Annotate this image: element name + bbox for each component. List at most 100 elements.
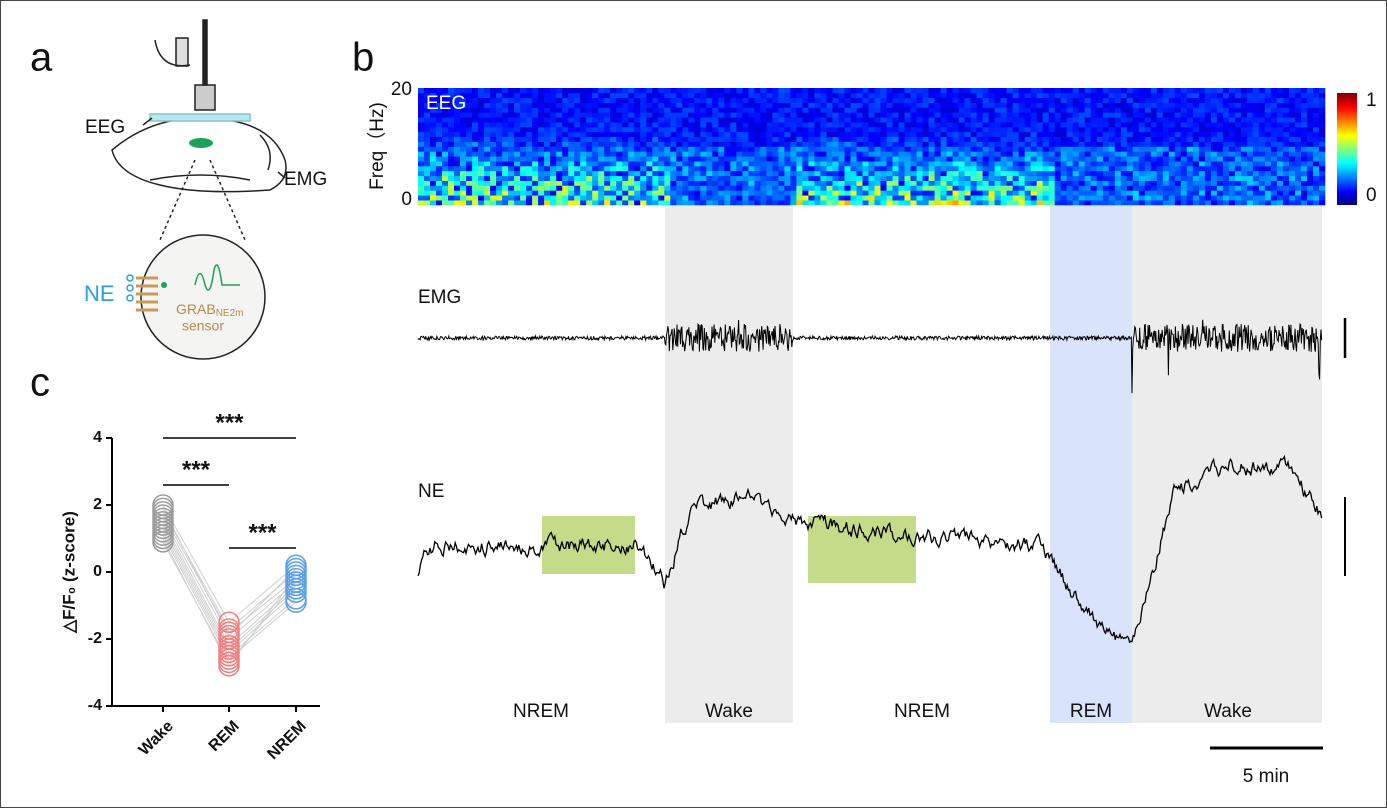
spectrogram-cell [556, 122, 562, 127]
spectrogram-cell [1181, 195, 1187, 200]
spectrogram-cell [526, 186, 532, 191]
spectrogram-cell [1193, 137, 1199, 142]
spectrogram-cell [604, 171, 610, 176]
spectrogram-cell [616, 122, 622, 127]
spectrogram-cell [881, 151, 887, 156]
spectrogram-cell [460, 127, 466, 132]
spectrogram-cell [875, 195, 881, 200]
spectrogram-cell [911, 137, 917, 142]
spectrogram-cell [724, 176, 730, 181]
spectrogram-cell [778, 147, 784, 152]
spectrogram-cell [748, 137, 754, 142]
spectrogram-cell [977, 200, 983, 205]
spectrogram-cell [1259, 186, 1265, 191]
spectrogram-cell [448, 137, 454, 142]
spectrogram-cell [496, 161, 502, 166]
spectrogram-cell [676, 117, 682, 122]
spectrogram-cell [923, 132, 929, 137]
spectrogram-cell [616, 147, 622, 152]
spectrogram-cell [466, 122, 472, 127]
spectrogram-cell [1295, 117, 1301, 122]
spectrogram-cell [1091, 166, 1097, 171]
spectrogram-cell [863, 156, 869, 161]
spectrogram-cell [1247, 103, 1253, 108]
spectrogram-cell [935, 132, 941, 137]
spectrogram-cell [881, 147, 887, 152]
spectrogram-cell [893, 93, 899, 98]
spectrogram-cell [532, 98, 538, 103]
spectrogram-cell [1061, 117, 1067, 122]
spectrogram-cell [977, 112, 983, 117]
spectrogram-cell [839, 127, 845, 132]
spectrogram-cell [778, 98, 784, 103]
spectrogram-cell [1187, 137, 1193, 142]
spectrogram-cell [664, 147, 670, 152]
spectrogram-cell [736, 93, 742, 98]
spectrogram-cell [580, 93, 586, 98]
spectrogram-cell [526, 93, 532, 98]
spectrogram-cell [688, 117, 694, 122]
spectrogram-cell [700, 181, 706, 186]
spectrogram-cell [1025, 166, 1031, 171]
spectrogram-cell [652, 156, 658, 161]
spectrogram-cell [1133, 142, 1139, 147]
spectrogram-cell [1019, 112, 1025, 117]
spectrogram-cell [652, 171, 658, 176]
spectrogram-cell [1097, 181, 1103, 186]
spectrogram-cell [1157, 186, 1163, 191]
spectrogram-cell [1067, 108, 1073, 113]
spectrogram-cell [1025, 127, 1031, 132]
spectrogram-cell [833, 137, 839, 142]
spectrogram-cell [1217, 176, 1223, 181]
spectrogram-cell [454, 117, 460, 122]
spectrogram-cell [652, 142, 658, 147]
spectrogram-cell [1133, 151, 1139, 156]
spectrogram-cell [1163, 195, 1169, 200]
spectrogram-cell [1091, 195, 1097, 200]
spectrogram-cell [1109, 161, 1115, 166]
spectrogram-cell [1301, 127, 1307, 132]
spectrogram-cell [736, 166, 742, 171]
spectrogram-cell [694, 176, 700, 181]
spectrogram-cell [688, 103, 694, 108]
spectrogram-cell [1013, 142, 1019, 147]
spectrogram-cell [845, 171, 851, 176]
spectrogram-cell [418, 195, 424, 200]
spectrogram-cell [1133, 127, 1139, 132]
spectrogram-cell [436, 195, 442, 200]
spectrogram-cell [520, 176, 526, 181]
spectrogram-cell [1181, 151, 1187, 156]
spectrogram-cell [454, 137, 460, 142]
spectrogram-cell [1145, 171, 1151, 176]
spectrogram-cell [616, 108, 622, 113]
spectrogram-cell [875, 112, 881, 117]
spectrogram-cell [592, 200, 598, 205]
spectrogram-cell [418, 137, 424, 142]
spectrogram-cell [616, 142, 622, 147]
spectrogram-cell [1253, 161, 1259, 166]
spectrogram-cell [814, 195, 820, 200]
spectrogram-cell [610, 132, 616, 137]
spectrogram-cell [1133, 108, 1139, 113]
spectrogram-cell [466, 112, 472, 117]
spectrogram-cell [1019, 200, 1025, 205]
spectrogram-cell [586, 181, 592, 186]
spectrogram-cell [670, 93, 676, 98]
spectrogram-cell [622, 98, 628, 103]
spectrogram-cell [935, 156, 941, 161]
spectrogram-cell [1223, 117, 1229, 122]
spectrogram-cell [929, 190, 935, 195]
spectrogram-cell [760, 108, 766, 113]
spectrogram-cell [1319, 108, 1325, 113]
spectrogram-cell [532, 137, 538, 142]
spectrogram-cell [544, 98, 550, 103]
spectrogram-cell [718, 103, 724, 108]
spectrogram-cell [1277, 98, 1283, 103]
spectrogram-cell [959, 181, 965, 186]
spectrogram-cell [1103, 88, 1109, 93]
spectrogram-cell [574, 98, 580, 103]
spectrogram-cell [1103, 156, 1109, 161]
spectrogram-cell [1067, 117, 1073, 122]
spectrogram-cell [574, 112, 580, 117]
spectrogram-cell [592, 181, 598, 186]
